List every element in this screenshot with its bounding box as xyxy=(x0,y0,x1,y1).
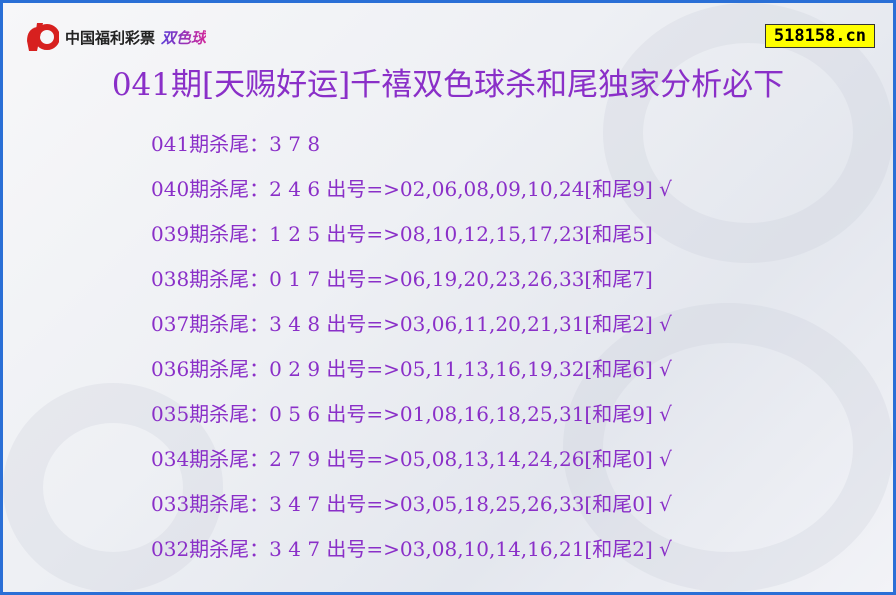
page-title: 041期[天赐好运]千禧双色球杀和尾独家分析必下 xyxy=(111,67,785,103)
list-item: 040期杀尾：2 4 6 出号=>02,06,08,09,10,24[和尾9] … xyxy=(151,177,672,201)
logo-text: 中国福利彩票 xyxy=(65,28,156,47)
list-item: 035期杀尾：0 5 6 出号=>01,08,16,18,25,31[和尾9] … xyxy=(151,402,672,426)
list-item: 041期杀尾：3 7 8 xyxy=(151,132,321,156)
welfare-lottery-logo: 中国福利彩票 双色球 xyxy=(23,21,206,53)
list-item: 038期杀尾：0 1 7 出号=>06,19,20,23,26,33[和尾7] xyxy=(151,267,653,291)
list-item: 033期杀尾：3 4 7 出号=>03,05,18,25,26,33[和尾0] … xyxy=(151,492,672,516)
prediction-list: 041期杀尾：3 7 8 040期杀尾：2 4 6 出号=>02,06,08,0… xyxy=(151,130,672,580)
list-item: 037期杀尾：3 4 8 出号=>03,06,11,20,21,31[和尾2] … xyxy=(151,312,672,336)
logo-game-name: 双色球 xyxy=(161,28,207,47)
list-item: 036期杀尾：0 2 9 出号=>05,11,13,16,19,32[和尾6] … xyxy=(151,357,672,381)
site-badge: 518158.cn xyxy=(764,24,875,48)
content-frame: 中国福利彩票 双色球 518158.cn 041期[天赐好运]千禧双色球杀和尾独… xyxy=(3,3,893,592)
list-item: 032期杀尾：3 4 7 出号=>03,08,10,14,16,21[和尾2] … xyxy=(151,537,672,561)
list-item: 039期杀尾：1 2 5 出号=>08,10,12,15,17,23[和尾5] xyxy=(151,222,653,246)
welfare-lottery-logo-icon xyxy=(27,23,59,51)
list-item: 034期杀尾：2 7 9 出号=>05,08,13,14,24,26[和尾0] … xyxy=(151,447,672,471)
